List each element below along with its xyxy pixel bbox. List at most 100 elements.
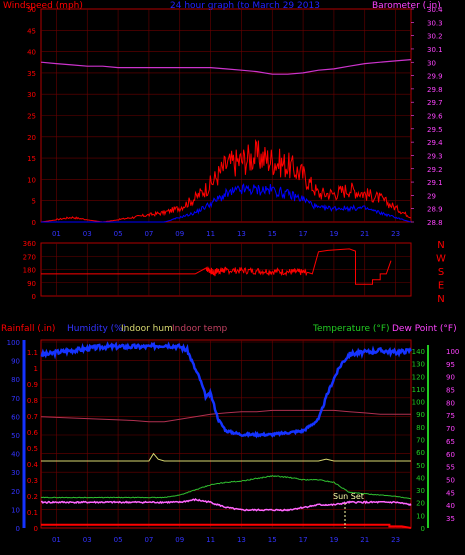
- temp-tick-label: 110: [412, 386, 425, 394]
- x-tick-label: 21: [360, 230, 369, 238]
- x-tick-label: 01: [52, 536, 61, 544]
- dew-tick-label: 95: [446, 361, 455, 369]
- temp-tick-label: 50: [416, 462, 425, 470]
- dew-tick-label: 65: [446, 438, 455, 446]
- baro-tick-label: 29: [427, 192, 436, 200]
- x-tick-label: 05: [114, 536, 123, 544]
- dew-point-line: [40, 498, 412, 512]
- temp-tick-label: 70: [416, 437, 425, 445]
- temp-tick-label: 30: [416, 487, 425, 495]
- dew-tick-label: 40: [446, 502, 455, 510]
- temp-axis-label: Temperature (°F): [312, 324, 390, 334]
- x-tick-label: 19: [329, 230, 338, 238]
- direction-label: W: [436, 254, 446, 265]
- x-tick-label: 03: [83, 536, 92, 544]
- hum-tick-label: 30: [11, 469, 20, 477]
- dew-tick-label: 100: [446, 348, 459, 356]
- rain-tick-label: 1: [34, 365, 38, 373]
- temp-tick-label: 90: [416, 411, 425, 419]
- hum-tick-label: 60: [11, 413, 20, 421]
- baro-tick-label: 28.9: [427, 206, 443, 214]
- rain-tick-label: 0.3: [27, 477, 38, 485]
- dew-tick-label: 90: [446, 374, 455, 382]
- hum-tick-label: 80: [11, 376, 20, 384]
- wind-direction-line: [41, 248, 392, 285]
- x-tick-label: 21: [360, 536, 369, 544]
- rain-tick-label: 0.8: [27, 397, 38, 405]
- dew-tick-label: 60: [446, 451, 455, 459]
- rain-axis-label: Rainfall (.in): [1, 324, 55, 334]
- wind-tick-label: 10: [27, 176, 36, 184]
- baro-tick-label: 29.4: [427, 139, 443, 147]
- dew-tick-label: 50: [446, 476, 455, 484]
- x-tick-label: 19: [329, 536, 338, 544]
- baro-tick-label: 29.1: [427, 179, 443, 187]
- temp-tick-label: 100: [412, 399, 425, 407]
- rain-tick-label: 0.6: [27, 429, 39, 437]
- wind-tick-label: 40: [27, 49, 36, 57]
- baro-tick-label: 29.3: [427, 152, 443, 160]
- baro-tick-label: 29.7: [427, 99, 443, 107]
- baro-tick-label: 30.2: [427, 33, 443, 41]
- x-tick-label: 15: [268, 536, 277, 544]
- rain-tick-label: 0.1: [27, 509, 38, 517]
- x-tick-label: 11: [206, 230, 215, 238]
- dir-tick-label: 0: [32, 293, 36, 301]
- humidity-line: [40, 341, 413, 439]
- x-tick-label: 09: [175, 230, 184, 238]
- dir-tick-label: 270: [23, 253, 36, 261]
- dew-tick-label: 80: [446, 399, 455, 407]
- dew-tick-label: 35: [446, 515, 455, 523]
- dew-tick-label: 70: [446, 425, 455, 433]
- rain-tick-label: 1.1: [27, 349, 38, 357]
- rain-tick-label: 0.4: [27, 461, 39, 469]
- temp-tick-label: 80: [416, 424, 425, 432]
- x-tick-label: 13: [237, 230, 246, 238]
- hum-tick-label: 40: [11, 451, 20, 459]
- wind-tick-label: 50: [27, 6, 36, 14]
- x-tick-label: 09: [175, 536, 184, 544]
- x-tick-label: 05: [114, 230, 123, 238]
- baro-tick-label: 30.1: [427, 46, 443, 54]
- wind-tick-label: 0: [32, 219, 36, 227]
- dew-axis-label: Dew Point (°F): [392, 324, 457, 334]
- dir-tick-label: 360: [23, 240, 36, 248]
- baro-tick-label: 30.4: [427, 6, 443, 14]
- temperature-line: [40, 475, 412, 500]
- intemp-axis-label: Indoor temp: [172, 324, 227, 334]
- direction-label: N: [437, 240, 444, 251]
- hum-tick-label: 70: [11, 395, 20, 403]
- rainfall-line: [41, 523, 412, 529]
- wind-tick-label: 45: [27, 27, 36, 35]
- baro-tick-label: 29.9: [427, 73, 443, 81]
- humidity-axis-label: Humidity (%): [67, 324, 126, 334]
- hum-tick-label: 50: [11, 432, 20, 440]
- x-tick-label: 07: [144, 536, 153, 544]
- direction-label: N: [437, 294, 444, 305]
- temp-tick-label: 10: [416, 512, 425, 520]
- temp-tick-label: 130: [412, 361, 425, 369]
- wind-tick-label: 25: [27, 113, 36, 121]
- wind-axis-label: Windspeed (mph): [3, 1, 83, 11]
- wind-tick-label: 35: [27, 70, 36, 78]
- indoor-temp-line: [40, 409, 411, 423]
- temp-tick-label: 20: [416, 500, 425, 508]
- dew-tick-label: 85: [446, 387, 455, 395]
- sunset-label: Sun Set: [333, 492, 364, 501]
- temp-hum-frame: [40, 339, 412, 529]
- baro-axis-label: Barometer (.in): [372, 1, 441, 11]
- baro-tick-label: 30: [427, 59, 436, 67]
- x-tick-label: 17: [299, 536, 308, 544]
- hum-tick-label: 10: [11, 506, 20, 514]
- baro-tick-label: 29.2: [427, 166, 443, 174]
- x-tick-label: 07: [144, 230, 153, 238]
- rain-tick-label: 0.9: [27, 381, 38, 389]
- x-tick-label: 11: [206, 536, 215, 544]
- hum-tick-label: 20: [11, 488, 20, 496]
- temp-tick-label: 140: [412, 348, 425, 356]
- hum-tick-label: 90: [11, 358, 20, 366]
- dir-tick-label: 180: [23, 267, 36, 275]
- baro-tick-label: 29.6: [427, 113, 443, 121]
- dir-tick-label: 90: [27, 280, 36, 288]
